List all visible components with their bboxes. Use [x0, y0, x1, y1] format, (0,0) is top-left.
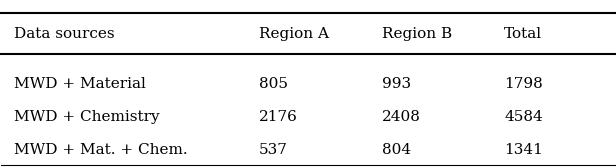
Text: 804: 804: [381, 143, 411, 157]
Text: 993: 993: [381, 77, 411, 91]
Text: 2408: 2408: [381, 110, 421, 124]
Text: 1798: 1798: [505, 77, 543, 91]
Text: Data sources: Data sources: [14, 27, 115, 41]
Text: MWD + Material: MWD + Material: [14, 77, 145, 91]
Text: MWD + Mat. + Chem.: MWD + Mat. + Chem.: [14, 143, 187, 157]
Text: 4584: 4584: [505, 110, 543, 124]
Text: 1341: 1341: [505, 143, 543, 157]
Text: MWD + Chemistry: MWD + Chemistry: [14, 110, 160, 124]
Text: Region B: Region B: [381, 27, 452, 41]
Text: 805: 805: [259, 77, 288, 91]
Text: 537: 537: [259, 143, 288, 157]
Text: Total: Total: [505, 27, 542, 41]
Text: Region A: Region A: [259, 27, 329, 41]
Text: 2176: 2176: [259, 110, 298, 124]
